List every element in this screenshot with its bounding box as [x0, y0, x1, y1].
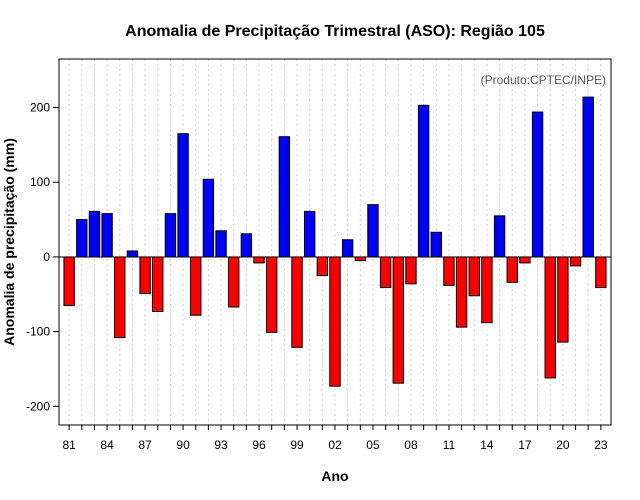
x-tick-label: 05	[366, 438, 380, 452]
bar-2017	[519, 256, 531, 264]
bar-1981	[63, 256, 75, 306]
y-axis-label: Anomalia de precipitação (mm)	[1, 138, 17, 346]
bar-2016	[506, 256, 518, 283]
bar-2013	[468, 256, 480, 297]
bar-1999	[291, 256, 303, 348]
x-axis: 81 84 87 90 93 96 99 02 05 08 11 14 17 20 23	[62, 425, 608, 452]
y-tick-label: 0	[43, 250, 50, 264]
bar-2019	[544, 256, 556, 379]
bar-1996	[253, 256, 265, 264]
bar-2012	[455, 256, 468, 328]
bar-2005	[367, 204, 379, 258]
bar-2018	[531, 111, 544, 258]
bar-1993	[215, 230, 227, 258]
bar-1987	[139, 256, 151, 295]
bar-2023	[595, 256, 607, 289]
bar-1983	[88, 210, 101, 258]
x-tick-label: 93	[214, 438, 228, 452]
bar-2010	[430, 231, 442, 258]
x-tick-label: 08	[404, 438, 418, 452]
bar-1990	[177, 133, 189, 258]
bar-2015	[493, 215, 506, 258]
bar-2000	[303, 210, 316, 258]
x-tick-label: 23	[594, 438, 608, 452]
chart-title: Anomalia de Precipitação Trimestral (ASO…	[125, 23, 545, 40]
bar-1984	[101, 213, 113, 258]
bar-1989	[164, 213, 177, 258]
x-tick-label: 11	[443, 438, 456, 452]
x-axis-label: Ano	[321, 468, 348, 484]
bar-2014	[481, 256, 493, 324]
x-tick-label: 81	[62, 438, 76, 452]
bar-1985	[114, 256, 126, 339]
bar-2020	[557, 256, 569, 343]
bars	[63, 96, 607, 387]
y-tick-label: 100	[30, 175, 50, 189]
x-tick-label: 02	[328, 438, 342, 452]
x-tick-label: 96	[252, 438, 266, 452]
grid-lines	[68, 59, 602, 425]
source-note: (Produto:CPTEC/INPE)	[481, 73, 606, 87]
bar-1982	[76, 219, 88, 258]
bar-1997	[266, 256, 278, 333]
bar-2011	[443, 256, 455, 286]
y-axis: -200 -100 0 100 200	[26, 101, 59, 413]
bar-1994	[228, 256, 240, 308]
x-tick-label: 90	[176, 438, 190, 452]
x-tick-label: 84	[100, 438, 114, 452]
bar-1998	[278, 136, 291, 258]
x-tick-label: 14	[480, 438, 494, 452]
bar-2002	[329, 256, 341, 387]
bar-1988	[152, 256, 164, 312]
bar-2003	[341, 239, 354, 258]
bar-1986	[126, 250, 139, 258]
bar-1991	[190, 256, 202, 316]
bar-1995	[240, 233, 253, 258]
y-tick-label: -200	[26, 399, 50, 413]
bar-2022	[582, 96, 594, 258]
x-tick-label: 17	[518, 438, 532, 452]
bar-2004	[354, 256, 367, 262]
x-tick-label: 87	[138, 438, 152, 452]
bar-2021	[569, 256, 582, 267]
bar-2008	[405, 256, 417, 285]
x-tick-label: 20	[556, 438, 570, 452]
y-tick-label: -100	[26, 325, 50, 339]
bar-2009	[417, 104, 430, 258]
bar-2001	[316, 256, 329, 277]
bar-2007	[392, 256, 404, 384]
x-tick-label: 99	[290, 438, 304, 452]
bar-2006	[379, 256, 392, 289]
y-tick-label: 200	[30, 101, 50, 115]
bar-1992	[202, 178, 215, 258]
